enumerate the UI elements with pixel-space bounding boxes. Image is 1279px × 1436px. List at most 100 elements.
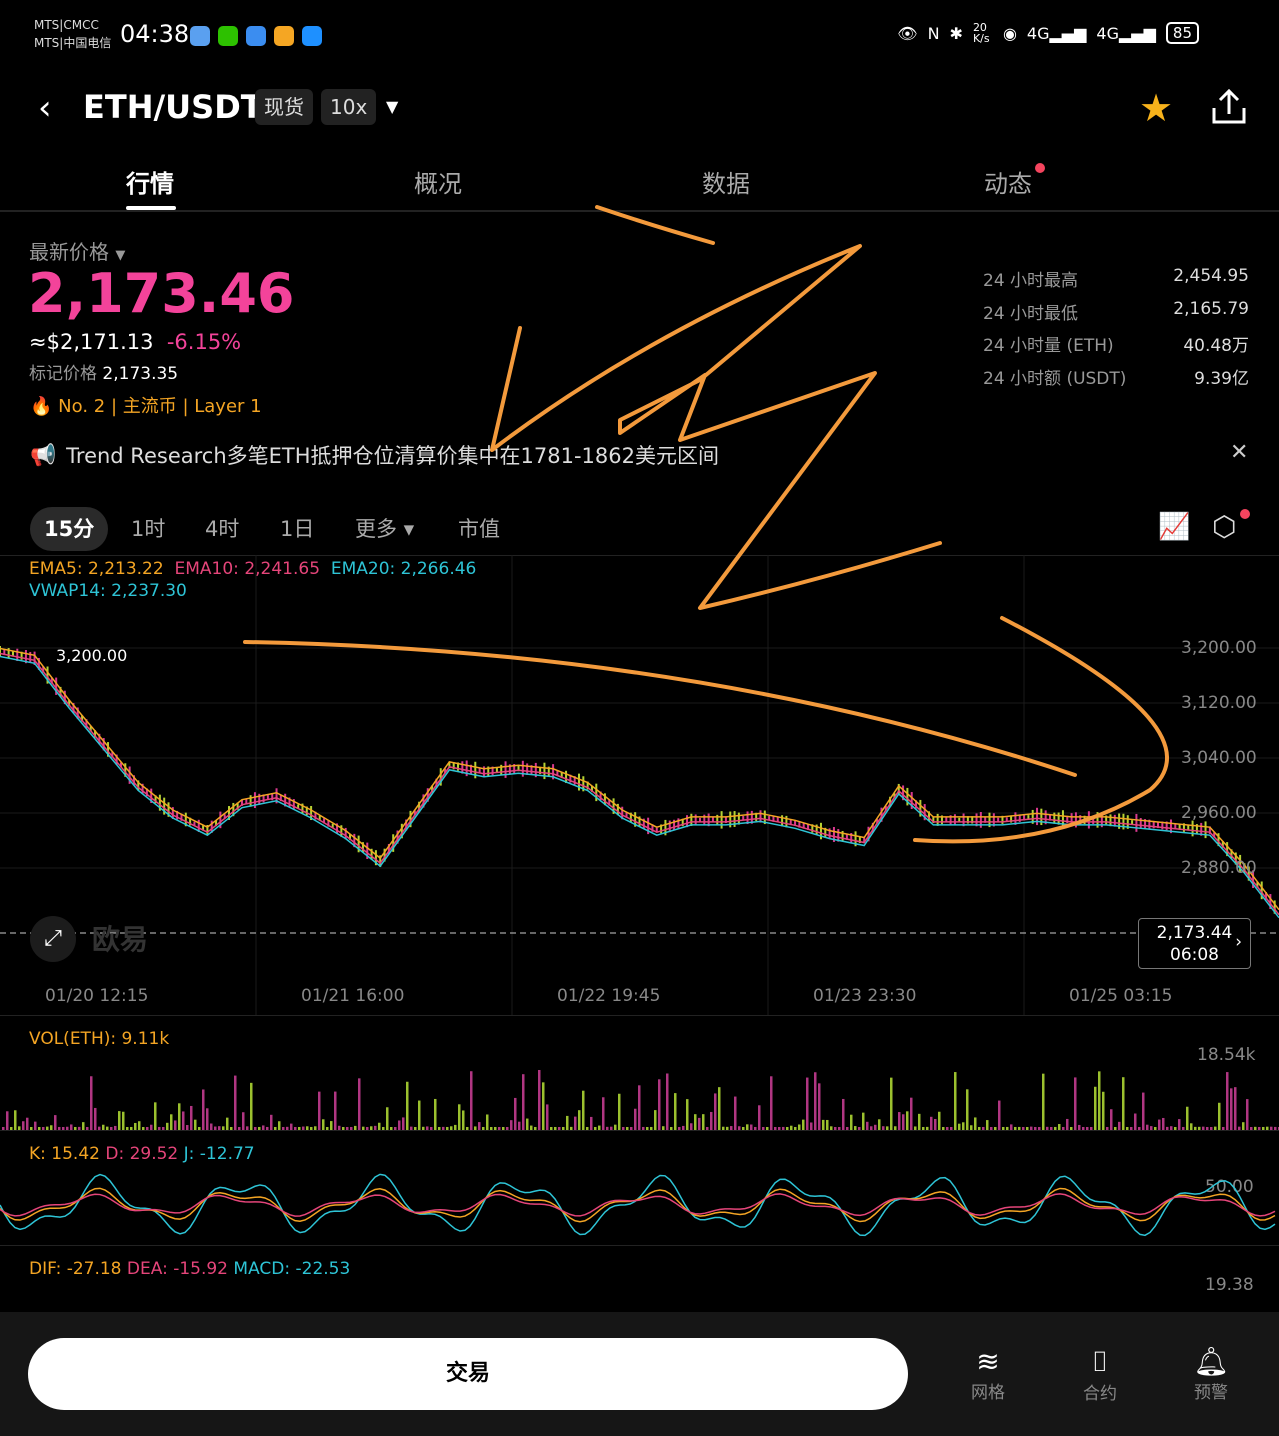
favorite-star-icon[interactable]: ★ — [1139, 86, 1174, 130]
timeframe-marketcap[interactable]: 市值 — [458, 517, 500, 541]
volume-bar — [810, 1122, 813, 1130]
volume-bar — [946, 1126, 949, 1130]
volume-bar — [446, 1126, 449, 1130]
close-news-icon[interactable]: ✕ — [1230, 440, 1249, 465]
volume-bar — [894, 1126, 897, 1130]
futures-label: 合约 — [1083, 1384, 1117, 1404]
volume-bar — [974, 1117, 977, 1130]
tab-market[interactable]: 行情 — [126, 170, 174, 198]
volume-bar — [958, 1123, 961, 1130]
ema10-value: EMA10: 2,241.65 — [174, 559, 321, 579]
fullscreen-icon[interactable]: ⤢ — [30, 916, 76, 962]
volume-bar — [170, 1114, 173, 1130]
volume-bar — [250, 1082, 253, 1130]
volume-bar — [2, 1127, 5, 1130]
volume-bar — [658, 1079, 661, 1130]
volume-bar — [130, 1126, 133, 1130]
volume-bar — [174, 1120, 177, 1130]
indicator-icon[interactable]: 📈 — [1158, 512, 1191, 542]
layer-tag[interactable]: Layer 1 — [194, 396, 262, 417]
volume-bar — [186, 1125, 189, 1130]
volume-bar — [938, 1111, 941, 1130]
volume-bar — [1174, 1127, 1177, 1130]
trade-button[interactable]: 交易 — [28, 1338, 908, 1410]
tab-data[interactable]: 数据 — [702, 170, 750, 198]
alert-button[interactable]: 🔔︎ 预警 — [1181, 1345, 1241, 1403]
timeframe-15m[interactable]: 15分 — [30, 507, 109, 551]
volume-bar — [402, 1117, 405, 1130]
price-chart[interactable] — [0, 555, 1279, 1015]
x-tick: 01/22 19:45 — [557, 986, 661, 1006]
volume-bar — [210, 1123, 213, 1130]
volume-bar — [1094, 1086, 1097, 1130]
current-price: 2,173.44 — [1156, 923, 1233, 943]
volume-bar — [966, 1089, 969, 1130]
volume-bar — [554, 1126, 557, 1130]
category-tag[interactable]: 主流币 — [122, 396, 177, 417]
current-price-label[interactable]: 2,173.44 06:08 › — [1138, 918, 1251, 969]
volume-bar — [442, 1126, 445, 1130]
volume-bar — [522, 1074, 525, 1130]
volume-bar — [1106, 1127, 1109, 1130]
volume-bar — [578, 1110, 581, 1130]
volume-bar — [286, 1126, 289, 1130]
volume-bar — [1038, 1127, 1041, 1130]
timeframe-1h[interactable]: 1时 — [131, 517, 166, 541]
share-icon[interactable] — [1210, 88, 1248, 126]
volume-bar — [978, 1126, 981, 1130]
grid-label: 网格 — [971, 1383, 1005, 1403]
volume-bar — [1258, 1126, 1261, 1130]
timeframe-1d[interactable]: 1日 — [280, 517, 315, 541]
tab-feed[interactable]: 动态 — [984, 170, 1032, 198]
volume-bar — [146, 1127, 149, 1130]
volume-bar — [178, 1103, 181, 1130]
volume-bar — [730, 1126, 733, 1130]
volume-bar — [1150, 1126, 1153, 1130]
divider — [0, 1130, 1279, 1131]
notification-dot — [1035, 163, 1045, 173]
volume-bar — [758, 1105, 761, 1130]
volume-bar — [46, 1126, 49, 1130]
volume-bar — [794, 1126, 797, 1130]
volume-bar — [642, 1126, 645, 1130]
tab-overview[interactable]: 概况 — [414, 170, 462, 198]
volume-bar — [410, 1126, 413, 1130]
chart-settings-icon[interactable]: ⬡ — [1212, 510, 1237, 543]
pair-dropdown-icon[interactable]: ▼ — [386, 97, 399, 116]
pair-title[interactable]: ETH/USDT — [83, 88, 263, 126]
volume-bar — [254, 1127, 257, 1130]
grid-button[interactable]: ≋ 网格 — [958, 1345, 1018, 1403]
volume-bar — [266, 1126, 269, 1130]
back-button[interactable]: ‹ — [38, 88, 52, 128]
news-ticker[interactable]: 📢 Trend Research多笔ETH抵押仓位清算价集中在1781-1862美… — [30, 440, 719, 470]
volume-bar — [70, 1124, 73, 1130]
eye-icon: 👁 — [897, 23, 918, 43]
news-text[interactable]: Trend Research多笔ETH抵押仓位清算价集中在1781-1862美元… — [66, 444, 719, 468]
volume-bar — [558, 1126, 561, 1130]
ema10-line — [0, 652, 1279, 916]
volume-bar — [18, 1126, 21, 1130]
volume-bar — [518, 1121, 521, 1130]
usd-price: ≈$2,171.13 — [29, 330, 154, 354]
volume-bar — [406, 1081, 409, 1130]
volume-bar — [902, 1114, 905, 1130]
timeframe-4h[interactable]: 4时 — [205, 517, 240, 541]
volume-bar — [694, 1114, 697, 1130]
volume-bar — [1134, 1113, 1137, 1130]
volume-bar — [1006, 1126, 1009, 1130]
k-line — [0, 1187, 1276, 1223]
futures-button[interactable]: ⌷ 合约 — [1070, 1345, 1130, 1404]
volume-bar — [754, 1126, 757, 1130]
volume-bar — [274, 1126, 277, 1130]
volume-bar — [514, 1097, 517, 1130]
rank-tag[interactable]: No. 2 — [58, 396, 106, 417]
price-type-selector[interactable]: 最新价格 ▼ — [29, 236, 125, 265]
volume-bar — [598, 1125, 601, 1130]
timeframe-more[interactable]: 更多 ▾ — [355, 517, 415, 541]
volume-bar — [638, 1085, 641, 1130]
volume-bar — [218, 1126, 221, 1130]
volume-bar — [94, 1107, 97, 1130]
stat-row: 24 小时最高 2,454.95 — [983, 266, 1249, 299]
volume-bar — [914, 1126, 917, 1130]
volume-bar — [90, 1076, 93, 1130]
